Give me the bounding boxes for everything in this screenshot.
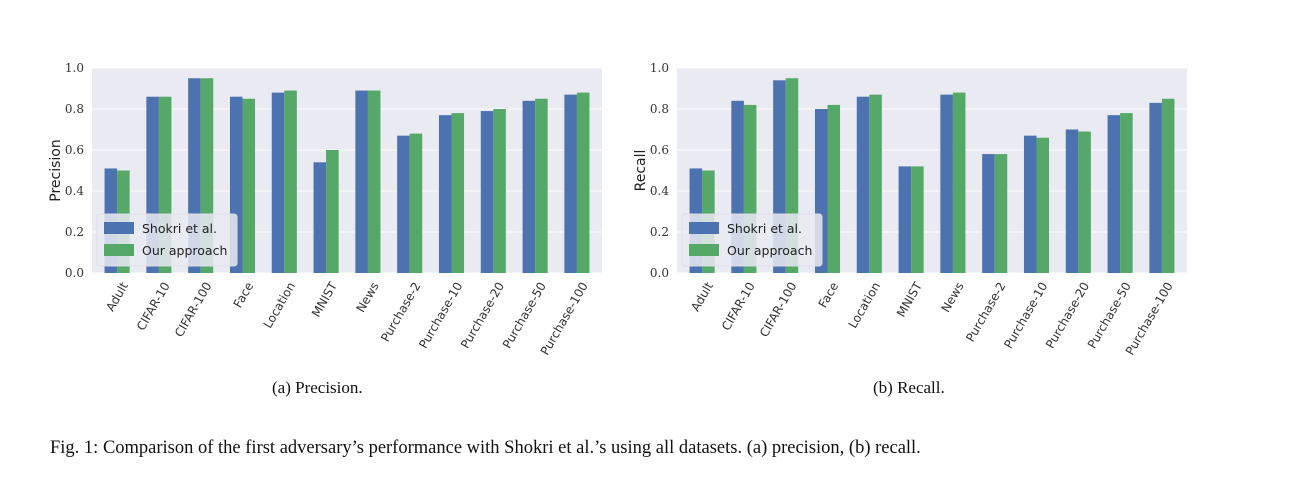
bar-ours: [576, 92, 590, 273]
legend-label: Shokri et al.: [142, 221, 217, 236]
x-tick-label: Purchase-10: [1001, 280, 1050, 351]
bar-shokri: [480, 111, 494, 273]
x-tick-label: Adult: [688, 279, 716, 313]
x-tick-label: Face: [816, 280, 842, 311]
x-tick-label: Purchase-50: [500, 280, 549, 351]
y-tick-label: 0.4: [650, 184, 669, 198]
x-tick-label: MNIST: [309, 279, 340, 319]
y-tick-label: 0.2: [650, 225, 669, 239]
bar-ours: [994, 154, 1008, 273]
x-tick-label: Purchase-20: [458, 280, 507, 351]
y-tick-label: 1.0: [650, 61, 669, 75]
y-axis-label: Precision: [48, 139, 64, 201]
legend-swatch: [104, 244, 134, 256]
x-tick-label: CIFAR-100: [757, 280, 800, 340]
bar-ours: [1161, 98, 1175, 273]
legend-swatch: [689, 222, 719, 234]
legend: Shokri et al. Our approach: [96, 213, 238, 267]
bar-ours: [493, 109, 506, 273]
bar-ours: [827, 104, 841, 274]
bar-shokri: [355, 90, 368, 273]
bar-ours: [451, 113, 465, 273]
y-axis-label: Recall: [633, 150, 649, 192]
bar-shokri: [438, 115, 452, 274]
y-tick-label: 0.6: [650, 143, 669, 157]
x-tick-label: Purchase-2: [963, 280, 1008, 345]
x-tick-label: CIFAR-10: [134, 280, 173, 333]
bar-ours: [1078, 131, 1091, 273]
legend-label: Shokri et al.: [727, 221, 802, 236]
y-tick-label: 0.8: [650, 102, 669, 116]
x-tick-label: Face: [231, 280, 257, 311]
y-tick-label: 0.4: [65, 184, 84, 198]
bar-ours: [409, 133, 423, 273]
bar-shokri: [564, 94, 577, 274]
legend-swatch: [104, 222, 134, 234]
bar-shokri: [1023, 135, 1037, 273]
legend-label: Our approach: [727, 243, 812, 258]
x-tick-label: News: [353, 280, 381, 315]
x-tick-label: Purchase-10: [416, 280, 465, 351]
x-tick-label: News: [938, 280, 966, 315]
bar-shokri: [397, 135, 410, 273]
legend: Shokri et al. Our approach: [681, 213, 823, 267]
y-tick-label: 0.6: [65, 143, 84, 157]
x-tick-label: Purchase-20: [1043, 280, 1092, 351]
legend-swatch: [689, 244, 719, 256]
bar-ours: [535, 98, 548, 273]
figure-caption: Fig. 1: Comparison of the first adversar…: [50, 438, 921, 458]
bar-shokri: [271, 92, 285, 273]
y-tick-label: 1.0: [65, 61, 84, 75]
bar-ours: [1036, 137, 1050, 273]
bar-ours: [952, 92, 966, 273]
y-tick-label: 0.2: [65, 225, 84, 239]
y-tick-label: 0.8: [65, 102, 84, 116]
legend-label: Our approach: [142, 243, 227, 258]
bar-ours: [1120, 113, 1133, 273]
subcaption-b: (b) Recall.: [873, 378, 945, 397]
bar-shokri: [1149, 102, 1162, 273]
x-tick-label: MNIST: [894, 279, 925, 319]
y-tick-label: 0.0: [650, 266, 669, 280]
bar-shokri: [1065, 129, 1079, 273]
bar-shokri: [898, 166, 912, 273]
bar-ours: [911, 166, 924, 273]
bar-shokri: [982, 154, 995, 273]
bar-shokri: [313, 162, 327, 273]
bar-shokri: [522, 100, 536, 273]
bar-shokri: [856, 96, 870, 273]
bar-ours: [284, 90, 297, 273]
bar-shokri: [1107, 115, 1121, 274]
bar-ours: [869, 94, 882, 274]
x-tick-label: CIFAR-10: [719, 280, 758, 333]
chart-recall: 0.0 0.2 0.4 0.6 0.8 1.0 Recall Adult CIFAR-10 CIF…: [633, 61, 1187, 357]
x-tick-label: Location: [261, 280, 299, 331]
bar-ours: [242, 98, 256, 273]
x-tick-label: CIFAR-100: [172, 280, 215, 340]
bar-shokri: [940, 94, 953, 274]
x-tick-label: Adult: [103, 279, 131, 313]
x-tick-label: Location: [846, 280, 884, 331]
y-tick-label: 0.0: [65, 266, 84, 280]
bar-ours: [367, 90, 381, 273]
x-tick-label: Purchase-2: [378, 280, 423, 345]
x-tick-label: Purchase-50: [1085, 280, 1134, 351]
subcaption-a: (a) Precision.: [272, 378, 363, 397]
bar-ours: [326, 150, 339, 273]
